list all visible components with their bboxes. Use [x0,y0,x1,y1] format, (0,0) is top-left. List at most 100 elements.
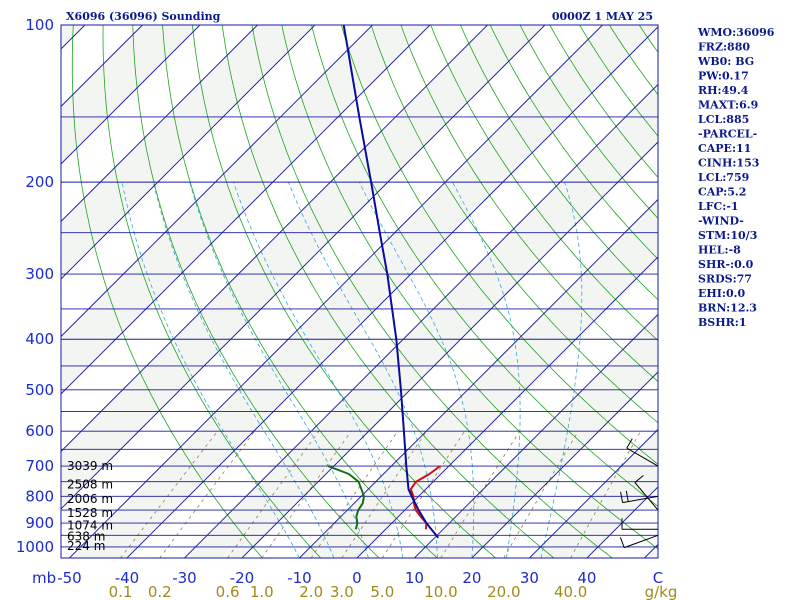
moist-adiabat [121,182,300,558]
temperature-tick-label: 20 [462,569,481,587]
moist-adiabat [189,181,369,558]
pressure-tick-label: 800 [25,487,54,505]
mixing-ratio-tick-label: 40.0 [554,583,587,600]
isotherm [61,25,201,165]
index-line: LCL:885 [698,113,749,126]
plot-frame [60,24,659,559]
index-line: -WIND- [698,215,744,228]
mixing-ratio-tick-label: 0.6 [216,583,240,600]
wind-barb [620,490,659,504]
dry-adiabat [430,25,658,342]
pressure-tick-label: 100 [25,16,54,34]
isotherm [529,428,658,558]
dry-adiabat [102,25,321,558]
station-title: X6096 (36096) Sounding [66,10,221,23]
mixing-ratio-line [120,430,218,558]
height-label: 2006 m [67,492,113,506]
dry-adiabat [71,25,263,558]
diagram-grid [0,25,658,558]
index-line: SHR-:0.0 [698,258,754,271]
dry-adiabat [370,25,658,424]
sounding-traces [327,25,441,539]
index-line: MAXT:6.9 [698,99,758,112]
pressure-tick-label: 1000 [16,538,54,556]
index-line: WB0: BG [697,55,754,68]
pressure-tick-label: 600 [25,422,54,440]
index-line: PW:0.17 [698,70,749,83]
index-line: HEL:-8 [698,244,741,257]
index-line: CINH:153 [698,157,759,170]
temperature-tick-label: 40 [577,569,596,587]
isotherm [126,26,658,558]
dry-adiabat [221,25,555,558]
index-line: -PARCEL- [698,128,757,141]
isotherm [61,25,488,453]
index-line: FRZ:880 [698,41,750,54]
isotherm [184,83,658,558]
mixing-ratio-line [570,430,642,558]
moist-adiabat [233,181,404,558]
pressure-tick-label: 300 [25,265,54,283]
dewpoint-trace [327,465,365,530]
isotherm [356,256,658,558]
mixing-ratio-line [381,430,466,558]
index-line: RH:49.4 [698,84,749,97]
temperature-tick-label: -50 [57,569,82,587]
dry-adiabat [311,25,658,507]
mixing-ratio-line [310,430,399,558]
dry-adiabat [400,25,658,383]
temperature-unit-label: C [653,569,663,587]
mixing-ratio-line [503,430,579,558]
wind-barb [634,475,659,511]
temperature-tick-label: -10 [287,569,312,587]
index-line: SRDS:77 [698,273,752,286]
dry-adiabat [460,25,658,301]
index-line: CAPE:11 [698,142,751,155]
pressure-tick-label: 900 [25,514,54,532]
mixing-ratio-tick-label: 1.0 [250,583,274,600]
height-label: 1528 m [67,506,113,520]
index-line: STM:10/3 [698,229,757,242]
isotherm [414,313,658,558]
index-line: LCL:759 [698,171,749,184]
isotherm [299,198,658,558]
temperature-tick-label: -30 [172,569,197,587]
index-line: EHI:0.0 [698,287,745,300]
mixing-ratio-unit-label: g/kg [645,583,678,600]
isotherm [241,141,658,558]
index-line: LFC:-1 [698,200,739,213]
isotherm [61,25,316,280]
mixing-ratio-tick-label: 0.1 [109,583,133,600]
index-line: WMO:36096 [697,26,775,39]
pressure-tick-label: 700 [25,457,54,475]
moist-adiabat [359,181,475,558]
isotherm [0,25,27,558]
height-label: 3039 m [67,459,113,473]
isotherm [61,25,431,395]
valid-time: 0000Z 1 MAY 25 [552,10,653,23]
wind-barb [619,534,659,549]
wind-barbs [619,438,659,549]
mixing-ratio-tick-label: 10.0 [424,583,457,600]
mixing-ratio-tick-label: 20.0 [487,583,520,600]
parcel-trace [342,25,439,539]
temperature-tick-label: 0 [352,569,362,587]
pressure-tick-label: 500 [25,381,54,399]
height-label: 638 m [67,530,105,544]
temperature-tick-label: -40 [115,569,140,587]
mixing-ratio-tick-label: 0.2 [148,583,172,600]
temperature-tick-label: 10 [405,569,424,587]
index-line: BSHR:1 [698,316,747,329]
height-label: 2508 m [67,478,113,492]
isotherm [61,25,258,223]
mixing-ratio-tick-label: 3.0 [330,583,354,600]
isotherm [471,371,658,558]
index-line: CAP:5.2 [698,186,746,199]
pressure-unit-label: mb [32,569,56,587]
height-label: 1074 m [67,519,113,533]
isotherm [61,25,546,510]
